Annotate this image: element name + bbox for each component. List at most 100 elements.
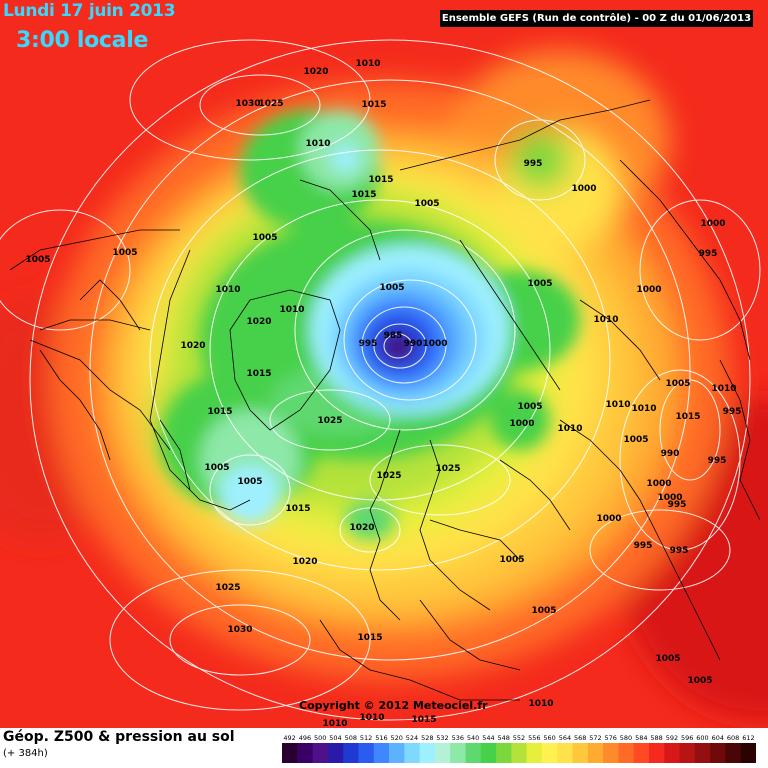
scale-tick-label: 544 [482, 734, 494, 742]
isobar-label: 1025 [317, 416, 342, 426]
copyright-text: Copyright © 2012 Meteociel.fr [299, 699, 488, 712]
scale-color-swatch [725, 743, 742, 763]
scale-tick-label: 608 [727, 734, 739, 742]
isobar-label: 1015 [357, 633, 382, 643]
scale-color-swatch [282, 743, 298, 763]
isobar-label: 1015 [285, 504, 310, 514]
scale-color-swatch [664, 743, 681, 763]
isobar-label: 995 [359, 339, 378, 349]
isobar-label: 1000 [700, 219, 725, 229]
isobar-label: 1010 [215, 285, 240, 295]
isobar-label: 1015 [361, 100, 386, 110]
isobar-label: 1005 [379, 283, 404, 293]
legend-title: Géop. Z500 & pression au sol [3, 729, 235, 745]
isobar-label: 1010 [605, 400, 630, 410]
scale-tick-label: 548 [497, 734, 509, 742]
isobar-label: 1010 [279, 305, 304, 315]
isobar-label: 1020 [246, 317, 271, 327]
isobar-label: 1005 [517, 402, 542, 412]
scale-color-swatch [740, 743, 756, 763]
isobar-label: 1015 [246, 369, 271, 379]
model-run-label: Ensemble GEFS (Run de contrôle) - 00 Z d… [440, 10, 753, 27]
scale-tick-label: 536 [452, 734, 464, 742]
scale-tick-label: 496 [299, 734, 311, 742]
isobar-label: 995 [670, 546, 689, 556]
scale-color-swatch [480, 743, 497, 763]
scale-color-swatch [419, 743, 436, 763]
isobar-label: 1000 [571, 184, 596, 194]
scale-tick-label: 568 [574, 734, 586, 742]
isobar-label: 1015 [207, 407, 232, 417]
isobar-label: 1005 [252, 233, 277, 243]
scale-color-swatch [450, 743, 466, 763]
isobar-label: 1010 [359, 713, 384, 723]
isobar-label: 1025 [215, 583, 240, 593]
scale-tick-label: 512 [360, 734, 372, 742]
scale-color-swatch [297, 743, 314, 763]
isobar-label: 985 [384, 331, 403, 341]
scale-color-swatch [557, 743, 573, 763]
map-local-time: 3:00 locale [16, 28, 149, 53]
isobar-label: 1005 [204, 463, 229, 473]
scale-tick-label: 588 [650, 734, 662, 742]
scale-tick-label: 524 [406, 734, 418, 742]
isobar-label: 1005 [237, 477, 262, 487]
scale-tick-label: 540 [467, 734, 479, 742]
isobar-label: 1000 [422, 339, 447, 349]
isobar-label: 1005 [527, 279, 552, 289]
scale-tick-label: 600 [696, 734, 708, 742]
isobar-label: 1010 [305, 139, 330, 149]
scale-color-swatch [465, 743, 482, 763]
scale-color-swatch [679, 743, 696, 763]
isobar-label: 1005 [499, 555, 524, 565]
isobar-label: 1000 [636, 285, 661, 295]
scale-tick-label: 508 [345, 734, 357, 742]
legend-bar: Géop. Z500 & pression au sol (+ 384h) 49… [0, 728, 768, 768]
isobar-label: 1015 [368, 175, 393, 185]
isobar-label: 990 [661, 449, 680, 459]
isobar-label: 1000 [657, 493, 682, 503]
isobar-label: 1010 [355, 59, 380, 69]
scale-color-swatch [496, 743, 512, 763]
isobar-label: 1010 [557, 424, 582, 434]
isobar-label: 1025 [258, 99, 283, 109]
coastlines [9, 99, 761, 701]
isobar-label: 1005 [112, 248, 137, 258]
isobar-label: 1005 [623, 435, 648, 445]
isobar-label: 1015 [411, 715, 436, 725]
isobar-label: 1000 [646, 479, 671, 489]
map-date: Lundi 17 juin 2013 [3, 1, 176, 21]
isobar-label: 995 [634, 541, 653, 551]
isobar-label: 1030 [235, 99, 260, 109]
scale-color-swatch [327, 743, 344, 763]
scale-tick-label: 556 [528, 734, 540, 742]
scale-tick-label: 528 [421, 734, 433, 742]
scale-color-swatch [710, 743, 726, 763]
isobar-label: 1005 [655, 654, 680, 664]
scale-tick-label: 584 [635, 734, 647, 742]
scale-color-swatch [618, 743, 635, 763]
isobar-label: 1010 [593, 315, 618, 325]
scale-color-swatch [404, 743, 421, 763]
isobar-label: 1030 [227, 625, 252, 635]
isobar-label: 1010 [711, 384, 736, 394]
isobar-label: 1020 [180, 341, 205, 351]
isobar-label: 1020 [292, 557, 317, 567]
scale-color-swatch [541, 743, 558, 763]
isobar-label: 1005 [531, 606, 556, 616]
isobar-label: 995 [699, 249, 718, 259]
isobar-label: 1020 [303, 67, 328, 77]
isobar-label: 1000 [596, 514, 621, 524]
scale-color-swatch [587, 743, 604, 763]
scale-tick-label: 516 [375, 734, 387, 742]
isobar-label: 1010 [528, 699, 553, 709]
scale-tick-label: 596 [681, 734, 693, 742]
scale-tick-label: 564 [559, 734, 571, 742]
scale-color-swatch [694, 743, 711, 763]
scale-color-swatch [649, 743, 665, 763]
scale-tick-label: 492 [283, 734, 295, 742]
isobar-label: 995 [668, 500, 687, 510]
geopotential-field [0, 0, 768, 728]
legend-forecast-hour: (+ 384h) [3, 748, 48, 759]
